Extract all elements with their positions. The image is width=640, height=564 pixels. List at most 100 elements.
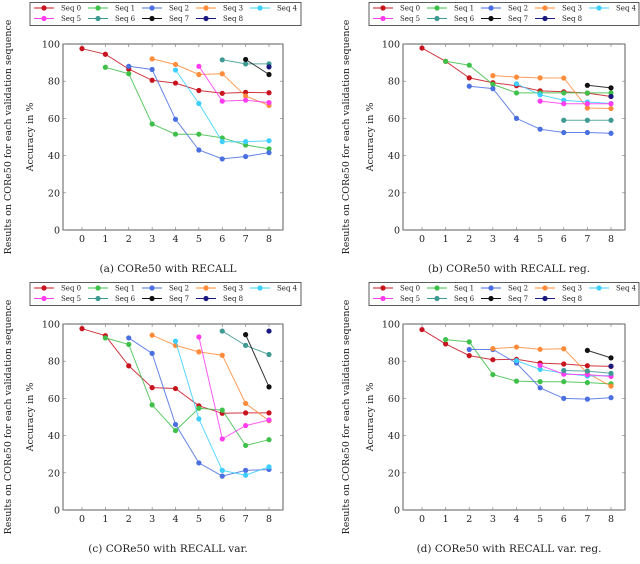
x-tick-label: 0: [419, 234, 425, 245]
x-tick-label: 8: [266, 514, 272, 525]
legend-label-6: Seq 6: [115, 15, 136, 23]
data-point-seq-7: [266, 384, 272, 390]
data-point-seq-0: [102, 51, 108, 57]
legend-marker-2: [149, 5, 155, 11]
x-tick-label: 2: [126, 234, 132, 245]
data-point-seq-0: [243, 89, 249, 95]
data-point-seq-2: [584, 396, 590, 402]
data-point-seq-2: [126, 335, 132, 341]
chart-a: Seq 0 Seq 1 Seq 2 Seq 3 Seq 4 Seq 5 Seq 6 Seq 7…: [3, 2, 302, 275]
x-tick-label: 6: [561, 234, 567, 245]
y-axis-outer-label: Results on CORe50 for each validation se…: [3, 19, 14, 254]
x-tick-label: 3: [149, 514, 155, 525]
y-tick-label: 20: [388, 468, 400, 479]
legend-marker-8: [542, 295, 548, 302]
y-tick-label: 60: [388, 114, 400, 125]
legend-marker-4: [257, 285, 263, 291]
data-point-seq-2: [561, 129, 567, 136]
data-point-seq-5: [196, 334, 202, 340]
data-point-seq-0: [219, 90, 225, 96]
data-point-seq-1: [490, 81, 496, 87]
data-point-seq-5: [219, 436, 225, 442]
data-point-seq-1: [466, 62, 472, 68]
data-point-seq-4: [266, 138, 272, 144]
data-point-seq-3: [608, 383, 614, 389]
legend-label-2: Seq 2: [169, 285, 189, 293]
x-tick-label: 6: [561, 514, 567, 525]
chart-caption: (d) CORe50 with RECALL var. reg.: [417, 543, 602, 555]
y-tick-label: 60: [388, 394, 400, 405]
y-tick-label: 0: [54, 226, 60, 237]
data-point-seq-5: [266, 99, 272, 106]
legend-label-4: Seq 4: [616, 285, 637, 293]
legend-label-8: Seq 8: [562, 295, 582, 303]
legend-label-7: Seq 7: [169, 15, 189, 23]
x-tick-label: 8: [608, 514, 614, 525]
legend-label-8: Seq 8: [562, 15, 582, 23]
data-point-seq-5: [584, 101, 590, 107]
data-point-seq-6: [561, 117, 567, 123]
legend-label-1: Seq 1: [115, 5, 135, 13]
series-line-seq-3: [151, 58, 270, 106]
x-tick-label: 4: [172, 514, 178, 525]
x-tick-label: 4: [513, 234, 519, 245]
data-point-seq-3: [243, 400, 249, 407]
data-point-seq-2: [584, 129, 590, 136]
y-tick-label: 80: [48, 357, 60, 368]
x-tick-label: 8: [608, 234, 614, 245]
x-tick-label: 2: [126, 514, 132, 525]
data-point-seq-5: [561, 101, 567, 107]
data-point-seq-1: [266, 146, 272, 152]
data-point-seq-2: [466, 83, 472, 89]
legend-marker-8: [203, 15, 209, 22]
series-line-seq-7: [245, 58, 270, 75]
y-tick-label: 0: [394, 506, 400, 517]
chart-b: Seq 0 Seq 1 Seq 2 Seq 3 Seq 4 Seq 5 Seq 6 Seq 7…: [341, 2, 640, 275]
legend-label-8: Seq 8: [223, 15, 243, 23]
legend-marker-1: [95, 5, 101, 11]
legend-label-5: Seq 5: [61, 15, 81, 23]
legend-label-2: Seq 2: [169, 5, 189, 13]
data-point-seq-3: [561, 75, 567, 81]
data-point-seq-2: [126, 63, 132, 69]
data-point-seq-0: [266, 410, 272, 416]
chart-panel-d: Seq 0 Seq 1 Seq 2 Seq 3 Seq 4 Seq 5 Seq 6 Seq 7…: [320, 280, 640, 560]
data-point-seq-3: [196, 71, 202, 78]
data-point-seq-0: [126, 363, 132, 369]
data-point-seq-0: [79, 326, 85, 332]
y-tick-label: 60: [48, 394, 60, 405]
x-tick-label: 6: [219, 514, 225, 525]
legend-marker-2: [149, 285, 155, 291]
chart-caption: (b) CORe50 with RECALL reg.: [428, 263, 590, 275]
legend-label-3: Seq 3: [562, 5, 582, 13]
data-point-seq-8: [266, 64, 272, 70]
legend-label-3: Seq 3: [223, 5, 243, 13]
data-point-seq-1: [126, 71, 132, 77]
data-point-seq-0: [466, 75, 472, 81]
legend-marker-5: [380, 15, 386, 22]
data-point-seq-5: [537, 362, 543, 368]
data-point-seq-2: [608, 395, 614, 401]
series-line-seq-7: [245, 334, 270, 388]
data-point-seq-4: [513, 358, 520, 364]
y-tick-label: 100: [42, 320, 60, 331]
data-point-seq-3: [172, 61, 179, 68]
x-tick-label: 1: [443, 234, 449, 245]
x-tick-label: 7: [584, 514, 590, 525]
y-axis-outer-label: Results on CORe50 for each validation se…: [341, 299, 352, 534]
data-point-seq-4: [172, 67, 179, 73]
legend-marker-5: [380, 295, 386, 302]
data-point-seq-0: [419, 326, 425, 333]
data-point-seq-1: [266, 437, 272, 443]
data-point-seq-1: [443, 337, 449, 343]
data-point-seq-3: [608, 105, 614, 112]
legend-marker-1: [434, 5, 440, 11]
data-point-seq-0: [266, 90, 272, 96]
y-axis-label: Accuracy in %: [365, 103, 376, 173]
data-point-seq-8: [608, 363, 614, 369]
data-point-seq-4: [172, 338, 179, 344]
legend-marker-8: [203, 295, 209, 302]
data-point-seq-4: [537, 92, 543, 98]
y-axis-outer-label: Results on CORe50 for each validation se…: [341, 19, 352, 254]
data-point-seq-0: [561, 361, 567, 367]
